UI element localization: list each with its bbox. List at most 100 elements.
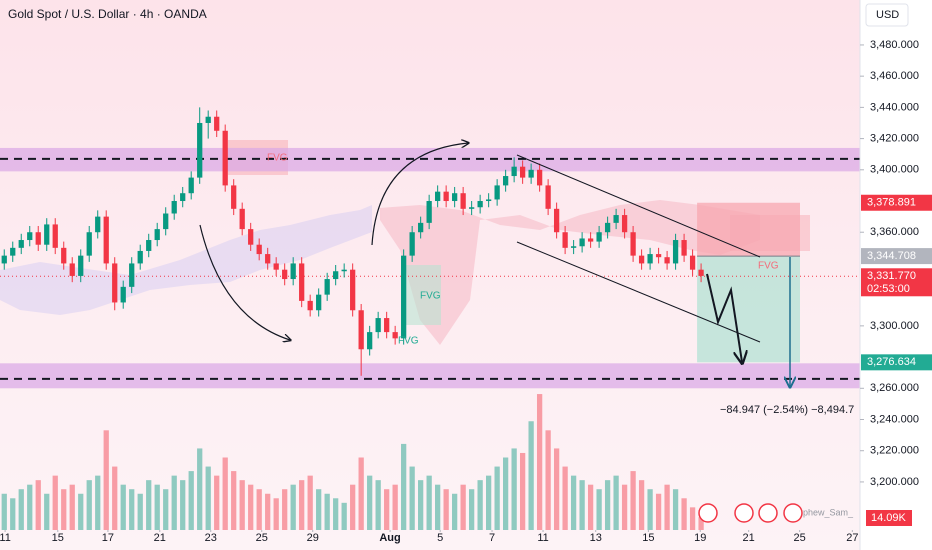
volume-bar	[69, 484, 75, 530]
candle-body	[664, 257, 670, 264]
volume-bar	[689, 507, 696, 530]
volume-bar	[655, 493, 662, 530]
candle-body	[112, 263, 118, 303]
candle-body	[222, 130, 228, 186]
volume-label: 14.09K	[871, 512, 907, 524]
volume-bar	[613, 475, 619, 530]
candle-body	[316, 294, 322, 311]
candle-body	[290, 263, 296, 280]
volume-bar	[1, 493, 7, 530]
volume-bar	[341, 502, 347, 530]
candle-body	[536, 169, 543, 186]
candle-body	[103, 216, 109, 264]
volume-bar	[672, 489, 679, 530]
volume-bar	[146, 480, 152, 530]
volume-bar	[333, 498, 339, 530]
candle-body	[452, 193, 458, 202]
candle-body	[469, 207, 475, 209]
candle-body	[621, 215, 628, 233]
y-tick-label: 3,400.000	[870, 164, 919, 176]
candle-body	[299, 263, 305, 301]
volume-bar	[273, 498, 279, 530]
candle-body	[78, 255, 84, 276]
currency[interactable]: USD	[876, 9, 899, 21]
price-label-box	[861, 194, 932, 211]
candle-body	[698, 269, 704, 276]
candle-body	[265, 254, 271, 264]
volume-bar	[307, 475, 313, 530]
y-tick-label: 3,220.000	[870, 445, 919, 457]
volume-bar	[630, 471, 636, 530]
candle-body	[129, 263, 135, 287]
candle-body	[256, 244, 262, 255]
candle-body	[52, 224, 58, 248]
zone	[0, 147, 860, 172]
candle-body	[401, 255, 407, 339]
currency-button[interactable]	[865, 3, 909, 27]
path-arrow	[706, 273, 742, 362]
candle-body	[171, 201, 177, 214]
candle-body	[392, 332, 398, 339]
candle-body	[681, 240, 687, 256]
x-tick-label: 21	[743, 532, 755, 544]
countdown: 02:53:00	[867, 283, 910, 295]
x-tick-label: 27	[846, 532, 858, 544]
candle-body	[494, 185, 500, 200]
volume-bar	[324, 493, 330, 530]
volume-bar	[426, 475, 432, 530]
y-tick-label: 3,440.000	[870, 101, 919, 113]
candle-body	[10, 247, 16, 256]
candle-body	[61, 247, 67, 264]
fvg-label: FVG	[267, 153, 288, 164]
candle-body	[231, 185, 237, 209]
candle-body	[205, 116, 211, 123]
volume-bar	[350, 484, 356, 530]
volume-bar	[502, 457, 509, 530]
candle-body	[18, 240, 24, 248]
volume-bar	[137, 493, 143, 530]
volume-bar	[231, 471, 237, 530]
candle-body	[570, 246, 577, 248]
x-tick-label: 17	[102, 532, 114, 544]
measure-label: −84.947 (−2.54%) −8,494.7	[720, 404, 854, 416]
target-zone	[697, 256, 800, 363]
volume-bar	[129, 489, 135, 530]
candle-body	[44, 224, 50, 245]
x-tick-label: 5	[437, 532, 443, 544]
x-tick-label: 23	[205, 532, 217, 544]
candle-body	[655, 254, 662, 258]
price-label: 3,378.891	[867, 197, 916, 209]
candle-body	[341, 269, 347, 272]
volume-bar	[536, 394, 543, 530]
candle-body	[163, 213, 169, 230]
volume-bar	[528, 421, 534, 530]
candle-body	[502, 176, 509, 186]
x-tick-label: 29	[307, 532, 319, 544]
volume-bar	[579, 480, 585, 530]
volume-bar	[180, 480, 186, 530]
x-tick-label: Aug	[379, 532, 400, 544]
volume-bar	[86, 480, 92, 530]
volume-bar	[44, 493, 50, 530]
x-tick-label: 21	[154, 532, 166, 544]
candle-body	[350, 269, 356, 311]
candle-body	[248, 229, 254, 245]
volume-bar	[604, 480, 611, 530]
volume-bar	[282, 489, 288, 530]
volume-bar	[171, 475, 177, 530]
candle-body	[307, 300, 313, 311]
volume-bar	[452, 493, 458, 530]
volume-bar	[120, 484, 126, 530]
candle-body	[511, 166, 517, 177]
candle-body	[545, 185, 551, 209]
volume-bar	[392, 484, 398, 530]
volume-bar	[154, 484, 160, 530]
volume-bar	[698, 517, 704, 530]
candle-body	[146, 240, 152, 251]
volume-bar	[443, 489, 449, 530]
volume-bar	[52, 475, 58, 530]
y-tick-label: 3,460.000	[870, 70, 919, 82]
volume-bar	[587, 484, 594, 530]
volume-label-box	[866, 510, 912, 526]
candle-body	[95, 216, 101, 233]
